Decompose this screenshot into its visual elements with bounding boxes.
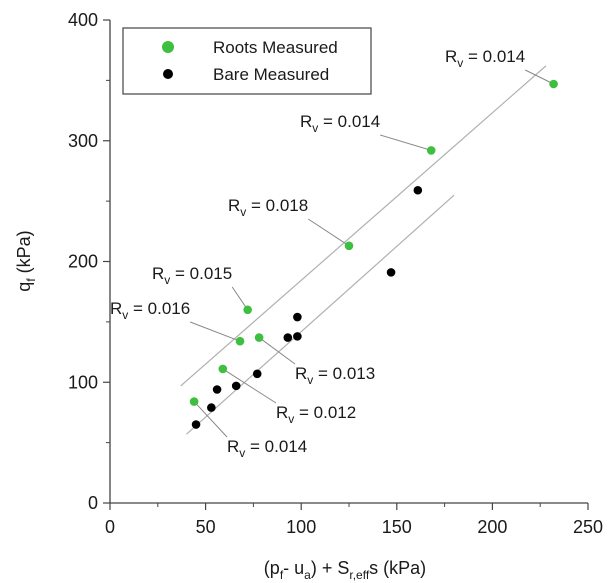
bare-point (212, 385, 222, 394)
legend-bare-marker (163, 69, 173, 79)
bare-point (207, 403, 216, 412)
bare-point (252, 369, 262, 379)
fit-lines (180, 65, 547, 435)
legend-bare-label: Bare Measured (213, 65, 329, 84)
annotation-leaders (190, 69, 554, 438)
annotations: Rv = 0.014 Rv = 0.014 Rv = 0.018 Rv = 0.015… (110, 47, 525, 460)
x-tick-label: 100 (286, 517, 316, 537)
fit-line (186, 194, 455, 435)
annotation-leader (193, 401, 228, 438)
y-tick-label: 100 (68, 372, 98, 392)
y-tick-label: 300 (68, 131, 98, 151)
roots-point (189, 397, 199, 406)
annotation-leader (524, 69, 554, 85)
annotation-leader (380, 134, 432, 151)
rv-annotation: Rv = 0.016 (110, 299, 190, 322)
bare-point (191, 420, 201, 429)
legend: Roots Measured Bare Measured (122, 27, 372, 95)
roots-point (344, 241, 354, 251)
rv-annotation: Rv = 0.014 (300, 112, 380, 135)
legend-roots-marker (162, 41, 174, 53)
annotation-leader (231, 286, 249, 311)
rv-annotation: Rv = 0.014 (445, 47, 525, 70)
rv-annotation: Rv = 0.015 (152, 264, 232, 287)
bare-point (413, 185, 423, 195)
roots-point (218, 364, 228, 374)
rv-annotation: Rv = 0.013 (295, 364, 375, 387)
roots-point (235, 336, 245, 346)
rv-annotation: Rv = 0.014 (227, 437, 307, 460)
roots-point (426, 146, 436, 155)
roots-point (243, 305, 252, 315)
bare-point (231, 381, 241, 391)
annotation-leader (307, 218, 350, 247)
roots-point (254, 333, 264, 342)
data-points (189, 79, 558, 429)
x-axis-label: (pf- ua) + Sr,effs (kPa) (264, 558, 426, 582)
rv-annotation: Rv = 0.012 (276, 403, 356, 426)
bare-point (293, 312, 302, 322)
legend-box (122, 27, 372, 95)
y-tick-label: 200 (68, 252, 98, 272)
y-axis-label: qf (kPa) (14, 230, 38, 291)
bare-point (283, 333, 293, 342)
annotation-leader (258, 337, 296, 365)
legend-roots-label: Roots Measured (213, 38, 338, 57)
annotation-leader (190, 321, 241, 342)
rv-annotation: Rv = 0.018 (228, 196, 308, 219)
x-tick-label: 0 (105, 517, 115, 537)
y-tick-label: 400 (68, 10, 98, 30)
y-tick-label: 0 (88, 493, 98, 513)
x-tick-label: 250 (573, 517, 603, 537)
x-tick-label: 150 (382, 517, 412, 537)
roots-point (549, 79, 558, 89)
x-tick-label: 200 (477, 517, 507, 537)
annotation-leader (222, 368, 277, 404)
x-tick-label: 50 (196, 517, 216, 537)
fit-line (180, 65, 547, 387)
bare-point (293, 332, 302, 341)
bare-point (386, 268, 396, 277)
axis-ticks: 0 50 100 150 200 250 0 100 200 300 400 (68, 10, 603, 537)
